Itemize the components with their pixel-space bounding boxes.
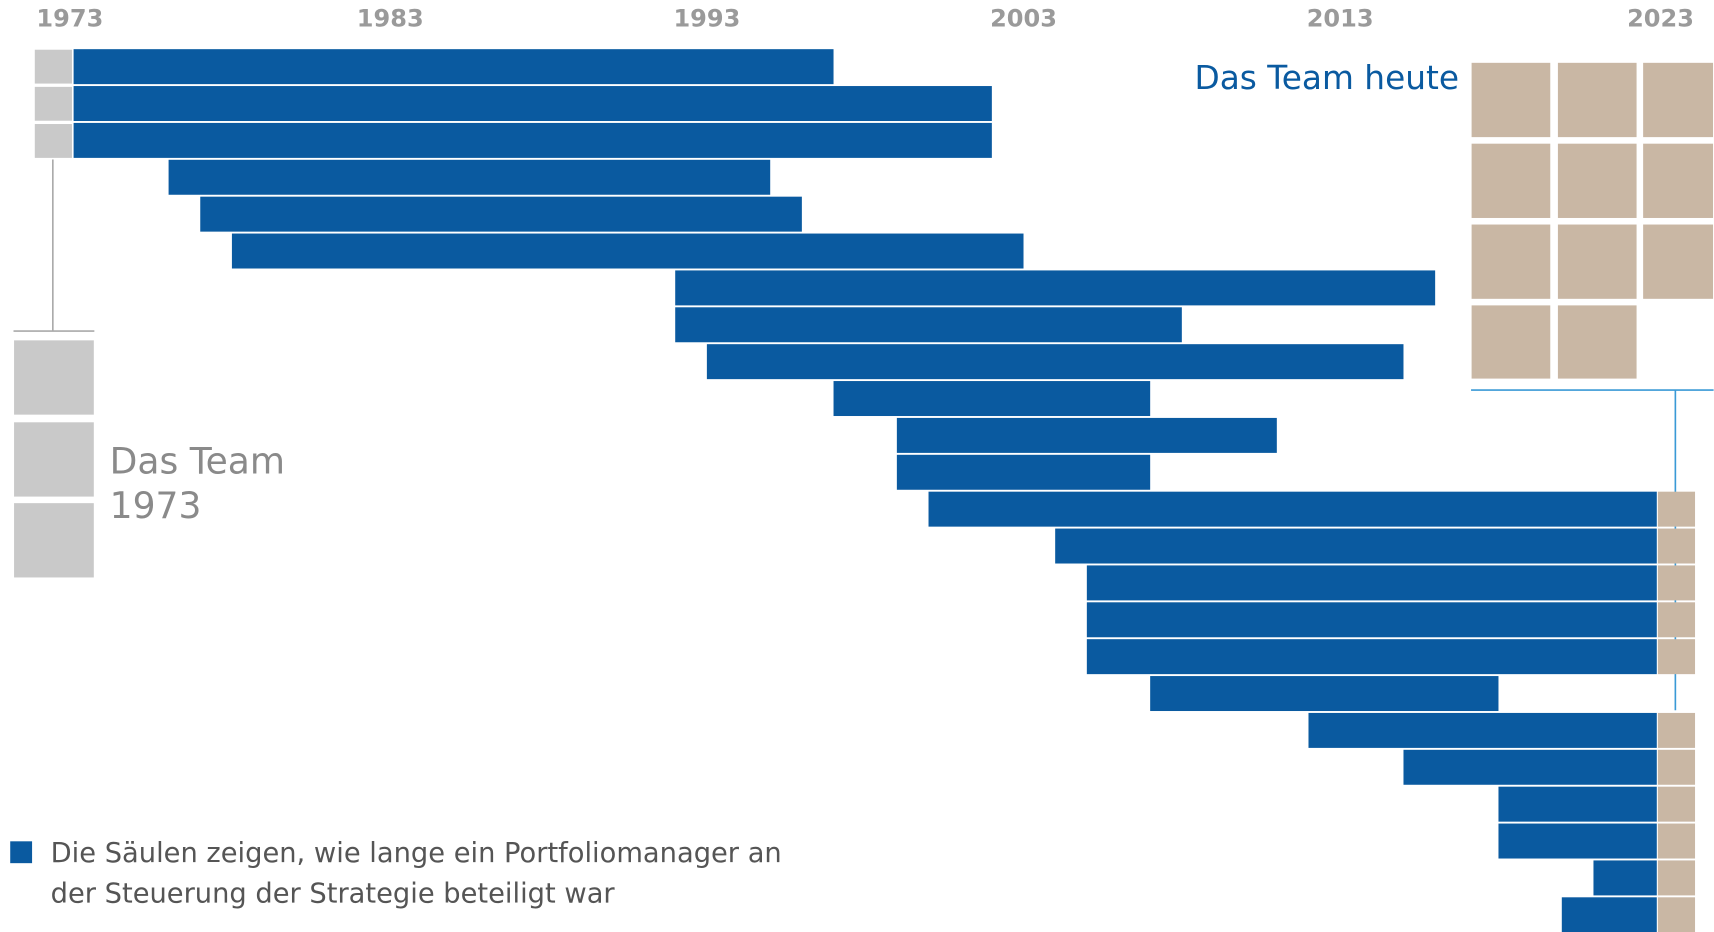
bar bbox=[706, 344, 1404, 380]
bar bbox=[833, 381, 1151, 417]
photo-thumb bbox=[1657, 602, 1696, 638]
bar bbox=[1498, 786, 1657, 822]
bar bbox=[1086, 565, 1657, 601]
legend-text: der Steuerung der Strategie beteiligt wa… bbox=[51, 878, 616, 909]
annotation: Das Team bbox=[110, 440, 285, 482]
bar bbox=[168, 159, 771, 195]
photo-thumb bbox=[1657, 823, 1696, 859]
x-tick-label: 2023 bbox=[1627, 5, 1694, 33]
x-tick-label: 1983 bbox=[357, 5, 424, 33]
bar bbox=[1403, 749, 1657, 785]
x-tick-label: 2013 bbox=[1307, 5, 1374, 33]
photo-thumb bbox=[1657, 749, 1696, 785]
photo-thumb bbox=[1657, 712, 1696, 748]
annotation: Das Team heute bbox=[1195, 59, 1460, 97]
photo-thumb bbox=[1657, 860, 1696, 896]
bar bbox=[1308, 712, 1657, 748]
bar bbox=[928, 491, 1657, 527]
photo-thumb bbox=[1657, 639, 1696, 675]
bar bbox=[1150, 676, 1499, 712]
bar bbox=[200, 196, 802, 232]
photo-thumb bbox=[1657, 565, 1696, 601]
annotation: 1973 bbox=[110, 485, 202, 527]
bar bbox=[231, 233, 1024, 269]
bar bbox=[675, 307, 1182, 343]
bar bbox=[896, 454, 1151, 490]
bar bbox=[896, 417, 1277, 453]
bar bbox=[1498, 823, 1657, 859]
bar bbox=[675, 270, 1436, 306]
photo-thumb bbox=[1657, 528, 1696, 564]
x-tick-label: 1973 bbox=[36, 5, 103, 33]
legend-text: Die Säulen zeigen, wie lange ein Portfol… bbox=[51, 838, 782, 869]
decorations bbox=[10, 48, 1714, 864]
x-tick-label: 1993 bbox=[673, 5, 740, 33]
bar bbox=[1561, 897, 1657, 932]
bar bbox=[1055, 528, 1657, 564]
bar bbox=[73, 49, 834, 85]
x-tick-label: 2003 bbox=[990, 5, 1057, 33]
bar bbox=[1086, 639, 1657, 675]
photo-thumb bbox=[1657, 786, 1696, 822]
photo-thumb bbox=[1657, 491, 1696, 527]
bar bbox=[1593, 860, 1657, 896]
bar bbox=[1086, 602, 1657, 638]
bar bbox=[73, 122, 992, 158]
photo-thumb bbox=[1657, 897, 1696, 932]
bar bbox=[73, 86, 992, 122]
